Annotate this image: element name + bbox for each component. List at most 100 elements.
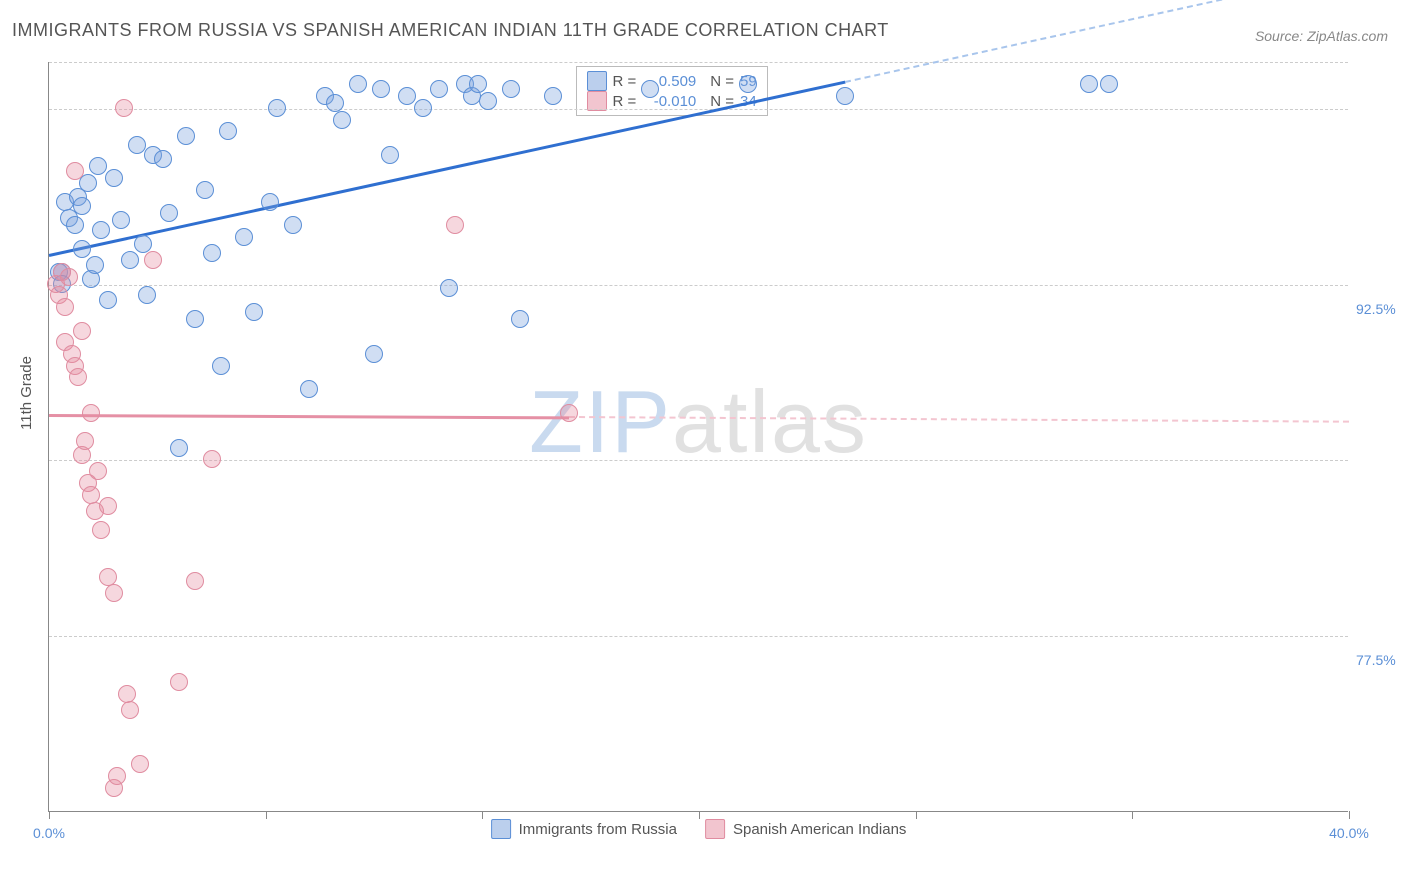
data-point-blue [261, 193, 279, 211]
x-tick-label: 0.0% [33, 825, 65, 841]
data-point-pink [56, 298, 74, 316]
data-point-pink [99, 568, 117, 586]
data-point-pink [82, 404, 100, 422]
data-point-pink [105, 584, 123, 602]
data-point-pink [108, 767, 126, 785]
data-point-pink [69, 368, 87, 386]
series-legend: Immigrants from Russia Spanish American … [491, 819, 907, 839]
legend-stat-row: R =0.509N =59 [587, 71, 757, 91]
watermark: ZIPatlas [529, 371, 868, 473]
x-tick [482, 811, 483, 819]
chart-title: IMMIGRANTS FROM RUSSIA VS SPANISH AMERIC… [12, 20, 889, 41]
data-point-blue [245, 303, 263, 321]
data-point-blue [1100, 75, 1118, 93]
trend-line-pink [49, 414, 569, 419]
data-point-blue [219, 122, 237, 140]
data-point-blue [284, 216, 302, 234]
plot-area: ZIPatlas R =0.509N =59R =-0.010N =34 Imm… [48, 62, 1348, 812]
data-point-blue [544, 87, 562, 105]
data-point-blue [300, 380, 318, 398]
legend-label-russia: Immigrants from Russia [519, 821, 677, 838]
data-point-blue [105, 169, 123, 187]
data-point-pink [99, 497, 117, 515]
data-point-blue [121, 251, 139, 269]
data-point-blue [372, 80, 390, 98]
data-point-pink [60, 268, 78, 286]
r-label: R = [613, 93, 637, 110]
r-label: R = [613, 73, 637, 90]
data-point-pink [144, 251, 162, 269]
data-point-pink [115, 99, 133, 117]
data-point-pink [118, 685, 136, 703]
source-label: Source: ZipAtlas.com [1255, 28, 1388, 44]
data-point-pink [121, 701, 139, 719]
data-point-blue [381, 146, 399, 164]
data-point-blue [89, 157, 107, 175]
data-point-blue [333, 111, 351, 129]
x-tick [1349, 811, 1350, 819]
swatch-blue [491, 819, 511, 839]
data-point-blue [66, 216, 84, 234]
data-point-blue [160, 204, 178, 222]
data-point-blue [138, 286, 156, 304]
x-tick [1132, 811, 1133, 819]
data-point-pink [186, 572, 204, 590]
x-tick [49, 811, 50, 819]
data-point-blue [73, 240, 91, 258]
gridline-h [49, 285, 1348, 286]
data-point-blue [128, 136, 146, 154]
data-point-blue [349, 75, 367, 93]
data-point-blue [112, 211, 130, 229]
y-tick-label: 77.5% [1356, 652, 1406, 668]
data-point-blue [170, 439, 188, 457]
data-point-blue [398, 87, 416, 105]
data-point-blue [1080, 75, 1098, 93]
data-point-blue [641, 80, 659, 98]
data-point-blue [99, 291, 117, 309]
data-point-pink [76, 432, 94, 450]
legend-item-russia: Immigrants from Russia [491, 819, 677, 839]
x-tick [266, 811, 267, 819]
data-point-blue [212, 357, 230, 375]
data-point-blue [511, 310, 529, 328]
data-point-blue [177, 127, 195, 145]
data-point-blue [92, 221, 110, 239]
gridline-h [49, 460, 1348, 461]
swatch-blue [587, 71, 607, 91]
trend-line-blue [49, 81, 846, 257]
data-point-blue [134, 235, 152, 253]
data-point-pink [82, 486, 100, 504]
data-point-pink [203, 450, 221, 468]
y-axis-label: 11th Grade [18, 356, 35, 430]
swatch-pink [705, 819, 725, 839]
data-point-pink [170, 673, 188, 691]
data-point-pink [92, 521, 110, 539]
data-point-blue [502, 80, 520, 98]
data-point-pink [89, 462, 107, 480]
x-tick [699, 811, 700, 819]
data-point-pink [66, 162, 84, 180]
data-point-pink [131, 755, 149, 773]
data-point-blue [430, 80, 448, 98]
data-point-blue [235, 228, 253, 246]
data-point-pink [446, 216, 464, 234]
gridline-h [49, 109, 1348, 110]
watermark-atlas: atlas [672, 372, 868, 471]
gridline-h [49, 62, 1348, 63]
y-tick-label: 92.5% [1356, 301, 1406, 317]
data-point-blue [268, 99, 286, 117]
watermark-zip: ZIP [529, 372, 672, 471]
trend-line-pink [569, 416, 1349, 423]
x-tick-label: 40.0% [1329, 825, 1369, 841]
n-label: N = [710, 73, 734, 90]
data-point-pink [73, 322, 91, 340]
data-point-blue [326, 94, 344, 112]
data-point-blue [479, 92, 497, 110]
gridline-h [49, 636, 1348, 637]
legend-label-spanish: Spanish American Indians [733, 821, 906, 838]
data-point-blue [469, 75, 487, 93]
data-point-blue [154, 150, 172, 168]
data-point-blue [86, 256, 104, 274]
data-point-blue [186, 310, 204, 328]
legend-item-spanish: Spanish American Indians [705, 819, 906, 839]
